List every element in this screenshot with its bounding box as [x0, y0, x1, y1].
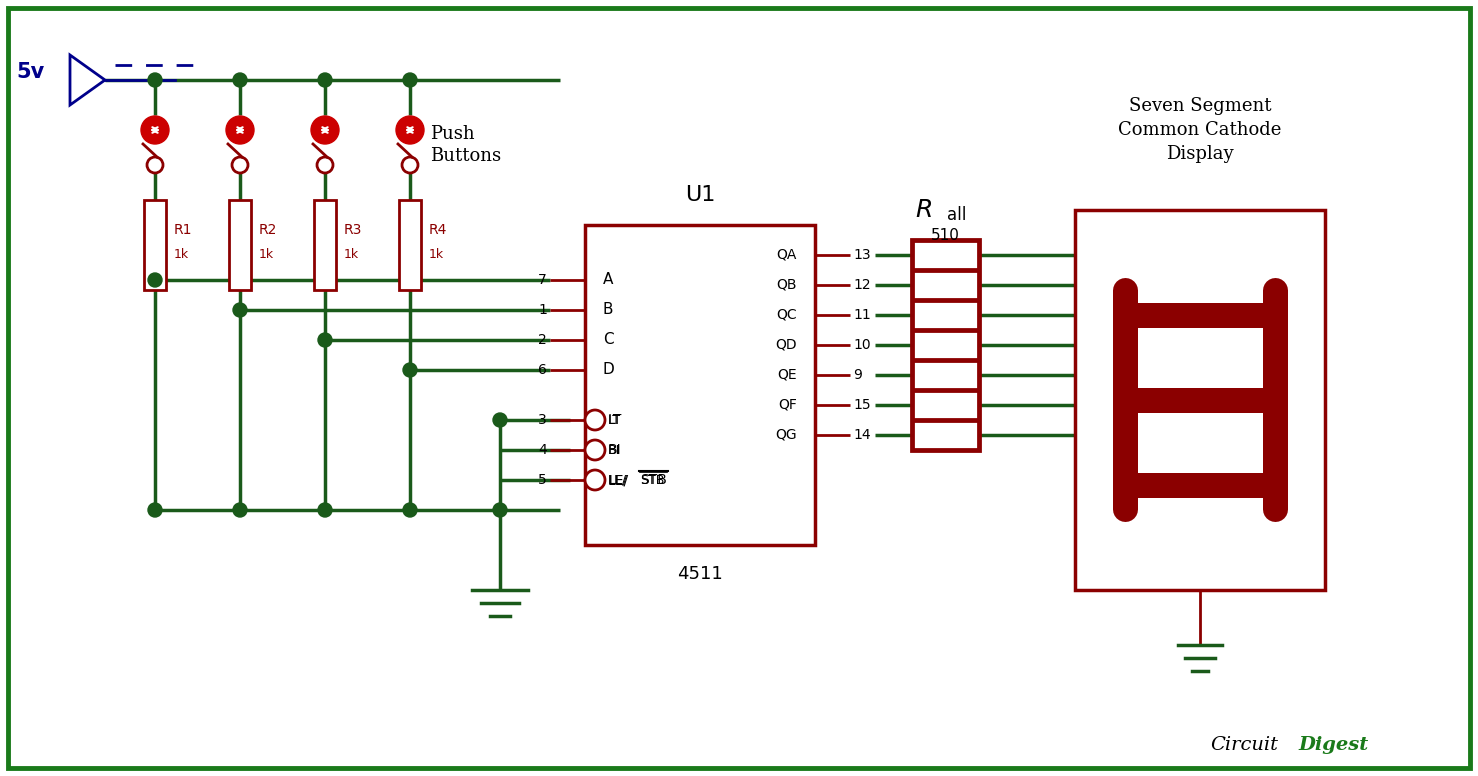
- Text: LE/: LE/: [609, 473, 628, 487]
- Circle shape: [234, 503, 247, 517]
- Bar: [585, 225, 814, 545]
- Circle shape: [310, 116, 338, 144]
- Text: C: C: [603, 332, 613, 348]
- Text: R1: R1: [174, 223, 192, 237]
- Text: 1k: 1k: [429, 248, 443, 262]
- Text: STB: STB: [640, 473, 665, 487]
- Bar: [913, 331, 978, 359]
- Bar: [910, 239, 980, 451]
- Text: 4511: 4511: [677, 565, 723, 583]
- Bar: [913, 241, 978, 269]
- Text: 1k: 1k: [259, 248, 273, 262]
- Bar: [229, 200, 251, 290]
- Text: LE/: LE/: [607, 473, 630, 487]
- Text: QB: QB: [776, 278, 797, 292]
- Circle shape: [585, 410, 605, 430]
- Text: QG: QG: [776, 428, 797, 442]
- Circle shape: [585, 470, 605, 490]
- Circle shape: [146, 157, 163, 173]
- Text: Push
Buttons: Push Buttons: [430, 125, 501, 165]
- Text: Circuit: Circuit: [1210, 736, 1278, 754]
- Text: 4: 4: [538, 443, 547, 457]
- Circle shape: [494, 503, 507, 517]
- Bar: [399, 200, 421, 290]
- Text: 1k: 1k: [174, 248, 189, 262]
- Circle shape: [585, 440, 605, 460]
- Circle shape: [318, 503, 333, 517]
- Circle shape: [316, 157, 333, 173]
- Text: 1: 1: [538, 303, 547, 317]
- Text: R4: R4: [429, 223, 448, 237]
- Text: 5v: 5v: [16, 62, 44, 82]
- Text: BI: BI: [607, 443, 622, 457]
- Circle shape: [234, 73, 247, 87]
- Bar: [1075, 210, 1324, 590]
- Circle shape: [318, 333, 333, 347]
- Text: 15: 15: [853, 398, 871, 412]
- Circle shape: [396, 116, 424, 144]
- Text: 9: 9: [853, 368, 862, 382]
- Bar: [913, 421, 978, 449]
- Text: QD: QD: [776, 338, 797, 352]
- Text: R2: R2: [259, 223, 278, 237]
- Bar: [913, 301, 978, 329]
- Text: Digest: Digest: [1298, 736, 1369, 754]
- Text: 1k: 1k: [344, 248, 359, 262]
- Text: all: all: [947, 206, 967, 224]
- Text: A: A: [603, 272, 613, 287]
- Circle shape: [494, 413, 507, 427]
- Text: BI: BI: [607, 444, 621, 456]
- Circle shape: [148, 273, 163, 287]
- Circle shape: [403, 503, 417, 517]
- Circle shape: [148, 503, 163, 517]
- Text: B: B: [603, 303, 613, 317]
- Circle shape: [140, 116, 168, 144]
- Text: U1: U1: [684, 185, 715, 205]
- Bar: [913, 391, 978, 419]
- Text: LT: LT: [607, 413, 622, 427]
- Text: QF: QF: [777, 398, 797, 412]
- Text: STB: STB: [640, 473, 667, 487]
- Circle shape: [403, 363, 417, 377]
- Circle shape: [402, 157, 418, 173]
- Bar: [913, 271, 978, 299]
- Text: 510: 510: [931, 227, 959, 242]
- Bar: [913, 361, 978, 389]
- Text: 13: 13: [853, 248, 871, 262]
- Text: QA: QA: [776, 248, 797, 262]
- Text: 2: 2: [538, 333, 547, 347]
- Bar: [313, 200, 336, 290]
- Text: 14: 14: [853, 428, 871, 442]
- Circle shape: [148, 73, 163, 87]
- Text: QE: QE: [777, 368, 797, 382]
- Bar: [143, 200, 166, 290]
- Text: R3: R3: [344, 223, 362, 237]
- Text: 12: 12: [853, 278, 871, 292]
- Text: LT: LT: [607, 414, 621, 427]
- Text: Seven Segment
Common Cathode
Display: Seven Segment Common Cathode Display: [1119, 98, 1281, 163]
- Text: D: D: [603, 362, 615, 377]
- Text: 5: 5: [538, 473, 547, 487]
- Circle shape: [226, 116, 254, 144]
- Text: 11: 11: [853, 308, 871, 322]
- Circle shape: [232, 157, 248, 173]
- Text: LE/: LE/: [607, 473, 627, 487]
- Text: QC: QC: [776, 308, 797, 322]
- Text: R: R: [916, 198, 933, 222]
- Circle shape: [318, 73, 333, 87]
- Circle shape: [234, 303, 247, 317]
- Text: 7: 7: [538, 273, 547, 287]
- Text: 10: 10: [853, 338, 871, 352]
- Text: 3: 3: [538, 413, 547, 427]
- Circle shape: [403, 73, 417, 87]
- Text: 6: 6: [538, 363, 547, 377]
